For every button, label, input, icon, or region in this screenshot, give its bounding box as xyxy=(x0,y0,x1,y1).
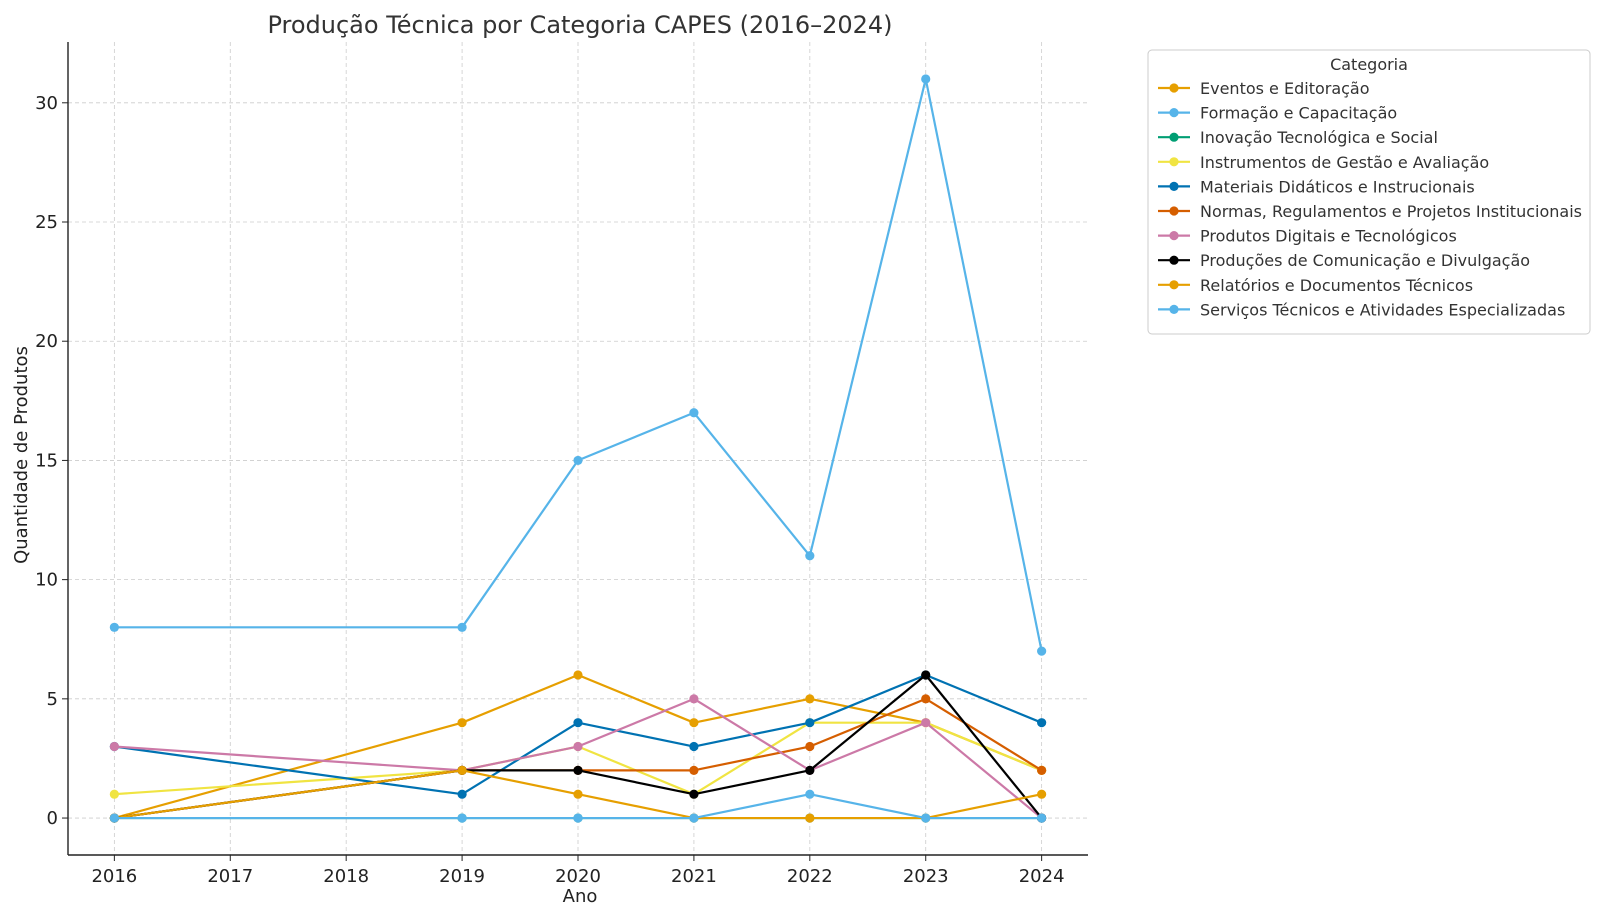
data-point xyxy=(109,813,119,823)
x-tick-label: 2016 xyxy=(91,866,137,887)
legend-label: Produções de Comunicação e Divulgação xyxy=(1200,251,1530,270)
data-point xyxy=(457,718,467,728)
legend-swatch-marker xyxy=(1169,206,1179,216)
data-point xyxy=(689,789,699,799)
legend-item: Eventos e Editoração xyxy=(1158,79,1370,98)
data-point xyxy=(689,765,699,775)
data-point xyxy=(689,408,699,418)
legend-swatch-marker xyxy=(1169,157,1179,167)
x-tick-label: 2024 xyxy=(1019,866,1065,887)
legend-box xyxy=(1147,49,1591,335)
data-point xyxy=(109,741,119,752)
legend-swatch-marker xyxy=(1169,108,1179,118)
y-tick-label: 20 xyxy=(35,331,58,352)
data-point xyxy=(805,694,815,704)
y-tick-label: 5 xyxy=(47,689,58,710)
legend-label: Inovação Tecnológica e Social xyxy=(1200,128,1438,147)
y-tick-label: 15 xyxy=(35,450,58,471)
legend-label: Normas, Regulamentos e Projetos Instituc… xyxy=(1200,202,1582,221)
y-axis-label: Quantidade de Produtos xyxy=(11,346,32,564)
data-point xyxy=(109,789,119,799)
legend-swatch-marker xyxy=(1169,231,1179,241)
y-tick-label: 30 xyxy=(35,93,58,114)
data-point xyxy=(689,694,699,704)
data-point xyxy=(805,551,815,561)
x-tick-label: 2019 xyxy=(439,866,485,887)
data-point xyxy=(805,718,815,728)
data-point xyxy=(921,718,931,728)
legend-item: Serviços Técnicos e Atividades Especiali… xyxy=(1158,300,1565,319)
data-point xyxy=(573,741,583,752)
y-tick-label: 0 xyxy=(47,808,58,829)
data-point xyxy=(1037,646,1047,656)
data-point xyxy=(457,789,467,799)
data-point xyxy=(457,765,467,775)
series-1 xyxy=(109,74,1047,656)
data-point xyxy=(457,813,467,823)
x-axis-label: Ano xyxy=(563,886,598,907)
legend-swatch-marker xyxy=(1169,132,1179,142)
data-point xyxy=(573,455,583,466)
data-point xyxy=(573,718,583,728)
legend-item: Produtos Digitais e Tecnológicos xyxy=(1158,227,1457,246)
data-point xyxy=(921,694,931,704)
data-point xyxy=(689,741,699,752)
data-point xyxy=(805,813,815,823)
legend-label: Instrumentos de Gestão e Avaliação xyxy=(1200,153,1489,172)
data-point xyxy=(573,670,583,680)
x-tick-label: 2022 xyxy=(787,866,833,887)
x-tick-label: 2018 xyxy=(323,866,369,887)
data-point xyxy=(109,622,119,632)
legend-label: Relatórios e Documentos Técnicos xyxy=(1200,276,1473,295)
legend-swatch-marker xyxy=(1169,280,1179,290)
legend-item: Inovação Tecnológica e Social xyxy=(1158,128,1438,147)
data-point xyxy=(921,813,931,823)
y-tick-label: 25 xyxy=(35,212,58,233)
data-point xyxy=(573,765,583,775)
grid xyxy=(68,42,1088,855)
x-tick-label: 2017 xyxy=(207,866,253,887)
legend-item: Formação e Capacitação xyxy=(1158,104,1397,123)
legend-label: Serviços Técnicos e Atividades Especiali… xyxy=(1200,300,1565,319)
data-point xyxy=(689,813,699,823)
data-point xyxy=(689,718,699,728)
data-point xyxy=(805,741,815,752)
data-point xyxy=(921,74,931,84)
x-tick-label: 2020 xyxy=(555,866,601,887)
legend-swatch-marker xyxy=(1169,83,1179,93)
data-point xyxy=(805,765,815,775)
legend-label: Eventos e Editoração xyxy=(1200,79,1370,98)
legend-label: Materiais Didáticos e Instrucionais xyxy=(1200,177,1475,196)
legend-swatch-marker xyxy=(1169,304,1179,314)
x-tick-label: 2023 xyxy=(903,866,949,887)
data-point xyxy=(457,622,467,632)
x-tick-label: 2021 xyxy=(671,866,717,887)
legend-swatch-marker xyxy=(1169,255,1179,265)
legend-item: Produções de Comunicação e Divulgação xyxy=(1158,251,1530,270)
legend: Categoria Eventos e Editoração Formação e … xyxy=(1147,49,1591,335)
series-group xyxy=(109,74,1047,823)
data-point xyxy=(1037,789,1047,799)
data-point xyxy=(1037,813,1047,823)
legend-swatch-marker xyxy=(1169,181,1179,191)
data-point xyxy=(1037,718,1047,728)
data-point xyxy=(805,789,815,799)
legend-label: Formação e Capacitação xyxy=(1200,104,1397,123)
data-point xyxy=(1037,765,1047,775)
series-9 xyxy=(109,789,1047,823)
legend-item: Materiais Didáticos e Instrucionais xyxy=(1158,177,1475,196)
data-point xyxy=(573,813,583,823)
legend-item: Instrumentos de Gestão e Avaliação xyxy=(1158,153,1489,172)
data-point xyxy=(573,789,583,799)
data-point xyxy=(921,670,931,680)
y-tick-label: 10 xyxy=(35,570,58,591)
legend-label: Produtos Digitais e Tecnológicos xyxy=(1200,227,1457,246)
legend-item: Normas, Regulamentos e Projetos Instituc… xyxy=(1158,202,1582,221)
legend-item: Relatórios e Documentos Técnicos xyxy=(1158,276,1473,295)
chart-title: Produção Técnica por Categoria CAPES (20… xyxy=(267,11,892,39)
legend-title: Categoria xyxy=(1330,55,1408,74)
axes: 2016 2017 2018 2019 2020 2021 2022 2023 2024 0 5 10… xyxy=(35,42,1088,887)
